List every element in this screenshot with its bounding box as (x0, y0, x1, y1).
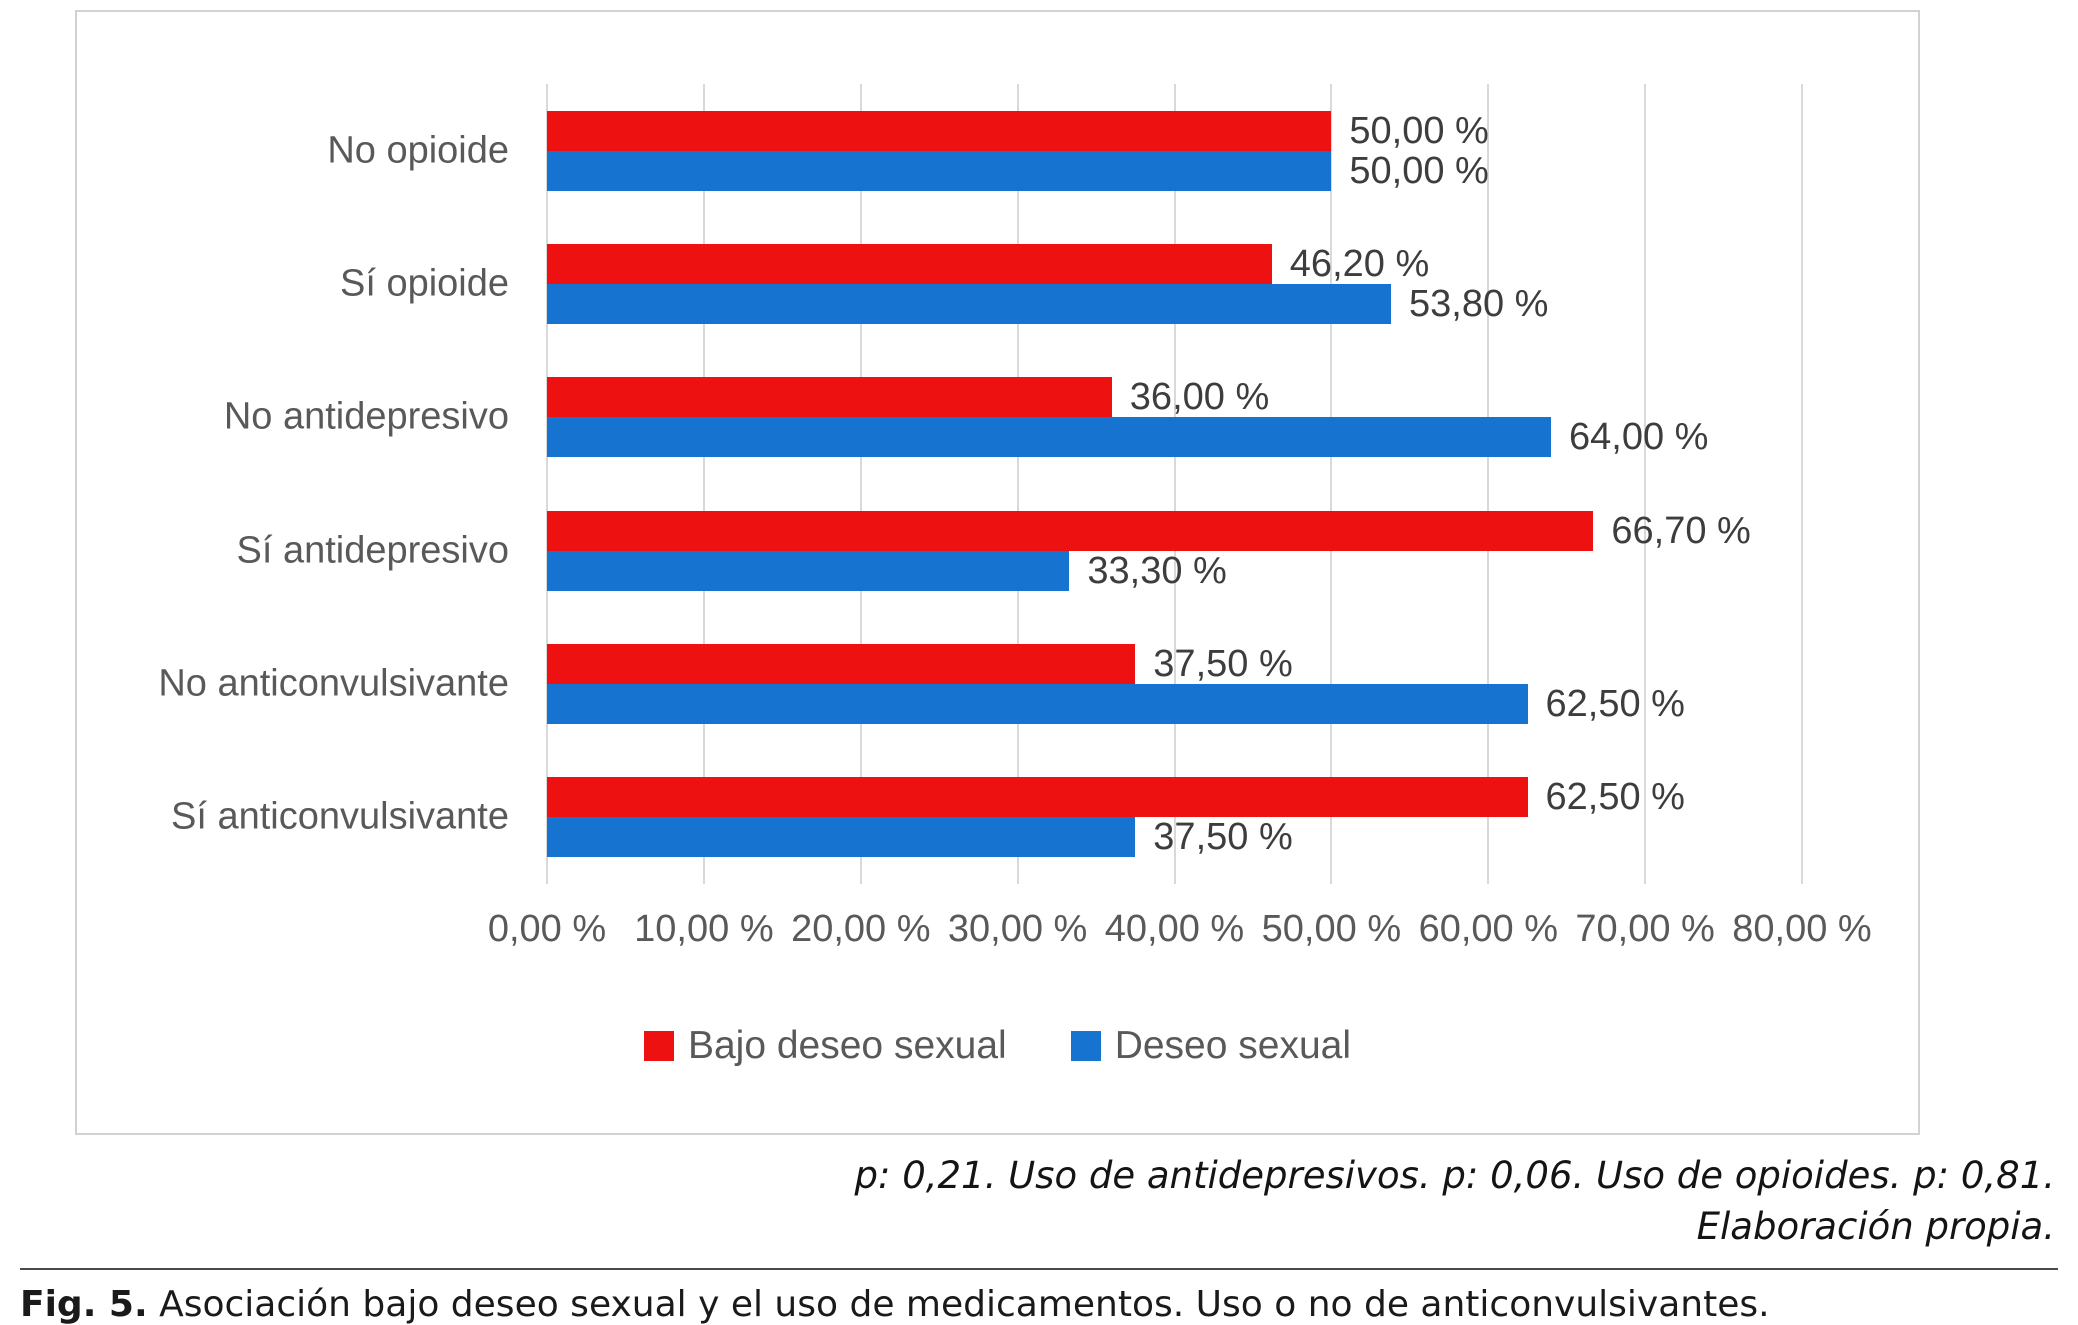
x-tick-label: 80,00 % (1732, 908, 1872, 950)
chart-row: Sí opioide 46,20 % 53,80 % (340, 217, 1802, 350)
gridline (859, 84, 862, 884)
legend-label: Bajo deseo sexual (687, 1024, 1007, 1067)
data-label: 53,80 % (1409, 282, 1549, 325)
data-label: 64,00 % (1569, 416, 1709, 459)
chart-row: No anticonvulsivante 37,50 % 62,50 % (158, 617, 1802, 750)
bar-deseo-sexual (547, 817, 1136, 858)
data-label: 62,50 % (1545, 776, 1685, 819)
category-label: No opioide (327, 129, 509, 172)
bar-bajo-deseo-sexual (547, 110, 1332, 151)
chart-area: No opioide 50,00 % 50,00 % Sí opioide 46,20 … (75, 10, 1920, 1135)
gridline (702, 84, 705, 884)
x-tick-label: 50,00 % (1261, 908, 1402, 950)
legend-item: Deseo sexual (1070, 1024, 1352, 1068)
x-tick-label: 10,00 % (634, 908, 774, 950)
bar-bajo-deseo-sexual (547, 510, 1594, 551)
caption-divider (20, 1268, 2058, 1270)
bar-bajo-deseo-sexual (547, 243, 1272, 284)
legend-item: Bajo deseo sexual (643, 1024, 1007, 1068)
category-label: Sí opioide (339, 262, 509, 305)
legend-swatch-icon (643, 1031, 674, 1061)
legend-swatch-icon (1070, 1031, 1101, 1061)
gridline (1330, 84, 1333, 884)
chart-row: Sí antidepresivo 66,70 % 33,30 % (237, 484, 1802, 617)
data-label: 37,50 % (1153, 642, 1293, 685)
gridline (1487, 84, 1490, 884)
bar-deseo-sexual (547, 550, 1070, 591)
gridline (546, 84, 548, 884)
x-tick-label: 70,00 % (1575, 908, 1715, 950)
data-label: 36,00 % (1129, 376, 1270, 419)
gridline (1173, 84, 1176, 884)
legend-label: Deseo sexual (1114, 1024, 1352, 1067)
data-label: 66,70 % (1611, 509, 1751, 552)
bar-bajo-deseo-sexual (547, 777, 1528, 818)
data-label: 33,30 % (1087, 549, 1227, 592)
gridline (1801, 84, 1803, 884)
x-tick-label: 40,00 % (1104, 908, 1245, 950)
x-tick-label: 0,00 % (487, 908, 607, 950)
x-tick-label: 60,00 % (1418, 908, 1559, 950)
bar-deseo-sexual (547, 150, 1332, 191)
legend: Bajo deseo sexual Deseo sexual (77, 1024, 1918, 1068)
bar-bajo-deseo-sexual (547, 643, 1136, 684)
figure-caption-text: Asociación bajo deseo sexual y el uso de… (147, 1284, 1770, 1325)
plot-area: No opioide 50,00 % 50,00 % Sí opioide 46,20 … (158, 84, 1803, 884)
category-label: Sí anticonvulsivante (171, 795, 509, 838)
x-tick-label: 30,00 % (947, 908, 1088, 950)
category-label: Sí antidepresivo (236, 529, 510, 572)
data-label: 50,00 % (1349, 109, 1489, 152)
figure-caption: Fig. 5. Asociación bajo deseo sexual y e… (20, 1284, 2058, 1325)
notes-line-1: p: 0,21. Uso de antidepresivos. p: 0,06.… (854, 1154, 2055, 1197)
chart-row: No antidepresivo 36,00 % 64,00 % (224, 351, 1802, 484)
data-label: 46,20 % (1289, 242, 1430, 285)
chart-row: Sí anticonvulsivante 62,50 % 37,50 % (171, 751, 1802, 884)
bar-deseo-sexual (547, 283, 1391, 324)
x-tick-label: 20,00 % (791, 908, 931, 950)
figure-caption-label: Fig. 5. (20, 1284, 148, 1325)
category-label: No anticonvulsivante (158, 662, 509, 705)
chart-row: No opioide 50,00 % 50,00 % (327, 84, 1802, 217)
category-label: No antidepresivo (223, 395, 509, 438)
bar-bajo-deseo-sexual (547, 377, 1112, 418)
data-label: 50,00 % (1349, 149, 1489, 192)
gridline (1016, 84, 1019, 884)
gridline (1644, 84, 1647, 884)
notes-line-2: Elaboración propia. (1696, 1205, 2055, 1249)
x-axis: 0,00 % 10,00 % 20,00 % 30,00 % 40,00 % 50,00 … (488, 908, 1872, 956)
chart-notes: p: 0,21. Uso de antidepresivos. p: 0,06.… (854, 1150, 2055, 1252)
data-label: 62,50 % (1545, 682, 1685, 725)
bar-deseo-sexual (547, 683, 1528, 724)
data-label: 37,50 % (1153, 816, 1293, 859)
bar-deseo-sexual (547, 417, 1551, 458)
